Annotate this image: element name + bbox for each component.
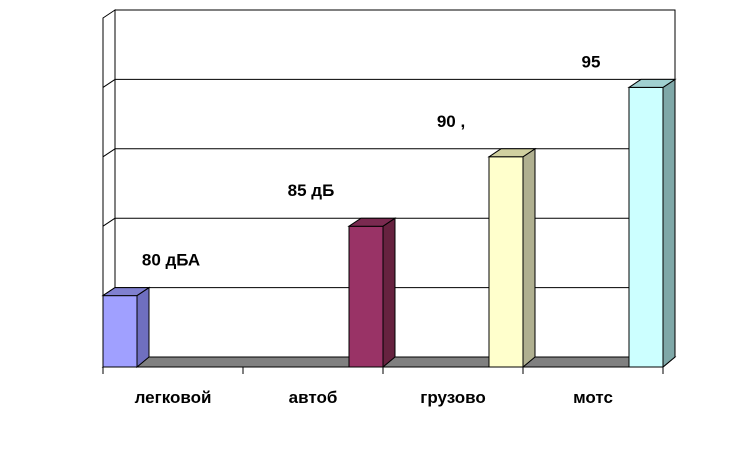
data-label: 80 дБА: [142, 251, 200, 270]
bar-front: [628, 86, 664, 368]
bar-top: [101, 287, 151, 297]
gridline-side: [102, 148, 116, 158]
gridline-side: [102, 217, 116, 227]
bar-side: [382, 217, 396, 369]
bars: [101, 78, 677, 369]
category-label: автоб: [289, 388, 338, 407]
bar: [627, 78, 677, 369]
bar: [487, 147, 537, 369]
category-label: мотс: [573, 388, 613, 407]
bar-top: [627, 78, 677, 88]
bar-side: [522, 147, 536, 369]
data-label: 95: [582, 52, 601, 71]
category-label: грузово: [420, 388, 486, 407]
gridline-side: [102, 78, 116, 88]
data-labels: 80 дБА 85 дБ 90 , 95: [142, 52, 601, 269]
category-label: легковой: [135, 388, 212, 407]
bar-front: [488, 156, 524, 368]
category-labels: легковой автоб грузово мотс: [135, 388, 613, 407]
bar: [101, 286, 151, 369]
data-label: 85 дБ: [288, 181, 335, 200]
data-label: 90 ,: [437, 112, 465, 131]
bar-side: [662, 78, 676, 369]
bar: [347, 217, 397, 369]
bar-top: [487, 148, 537, 158]
bar-front: [102, 295, 138, 368]
bar-top: [347, 217, 397, 227]
bar-front: [348, 225, 384, 368]
x-axis: [102, 366, 664, 374]
bar-side: [136, 286, 150, 369]
